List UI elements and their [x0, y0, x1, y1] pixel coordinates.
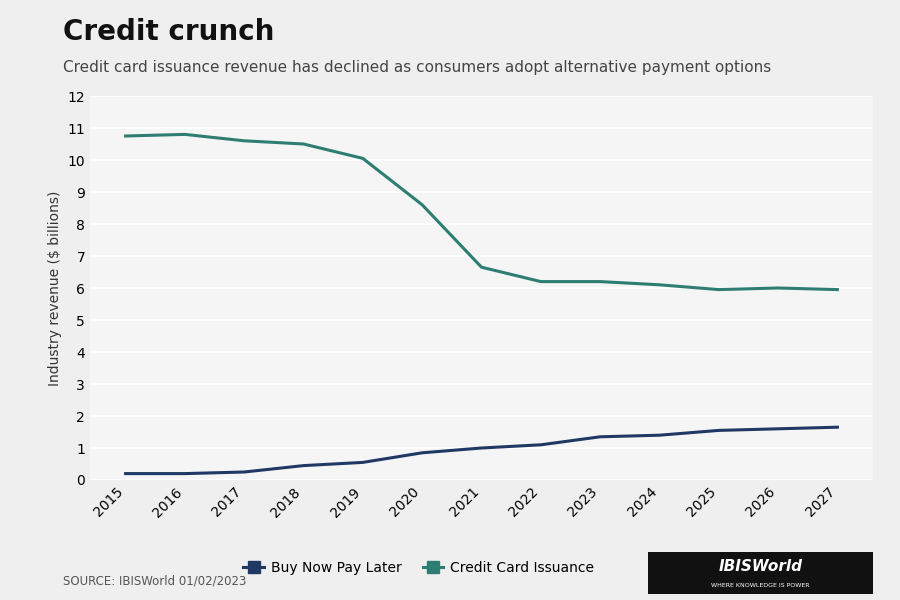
Legend: Buy Now Pay Later, Credit Card Issuance: Buy Now Pay Later, Credit Card Issuance	[238, 556, 600, 581]
Text: Credit card issuance revenue has declined as consumers adopt alternative payment: Credit card issuance revenue has decline…	[63, 60, 771, 75]
Y-axis label: Industry revenue ($ billions): Industry revenue ($ billions)	[48, 190, 62, 386]
Text: IBISWorld: IBISWorld	[718, 559, 803, 574]
Text: WHERE KNOWLEDGE IS POWER: WHERE KNOWLEDGE IS POWER	[711, 583, 810, 588]
Text: SOURCE: IBISWorld 01/02/2023: SOURCE: IBISWorld 01/02/2023	[63, 575, 247, 588]
Text: Credit crunch: Credit crunch	[63, 18, 274, 46]
